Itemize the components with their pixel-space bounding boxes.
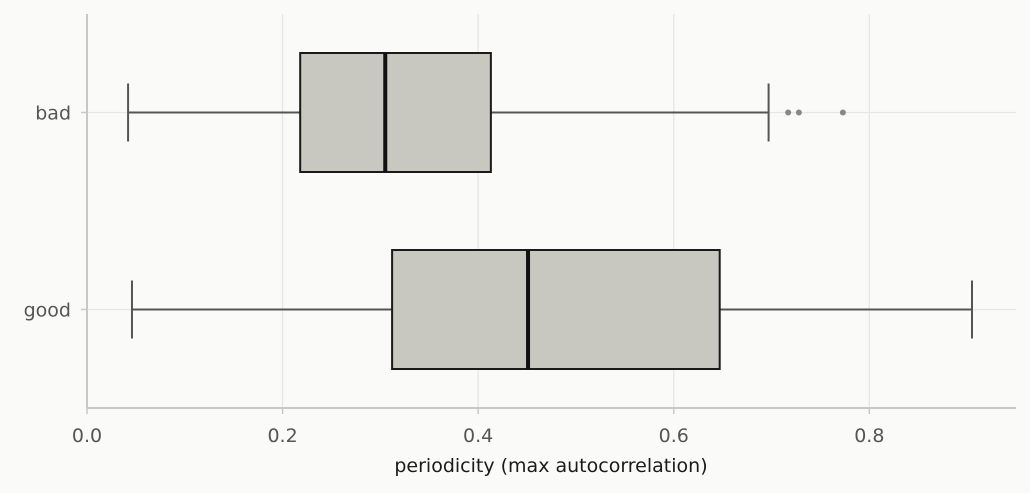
x-axis-title: periodicity (max autocorrelation) [394,455,707,477]
iqr-box [391,249,721,370]
outlier-point [839,109,846,116]
x-tick-label: 0.0 [72,425,102,447]
outlier-point [795,109,802,116]
box-bad [127,52,846,173]
outlier-point [785,109,792,116]
x-tick-label: 0.8 [854,425,884,447]
iqr-box [299,52,492,173]
y-tick-label: good [24,300,71,322]
x-tick-label: 0.4 [463,425,493,447]
y-tick-label: bad [35,103,71,125]
tick-labels: 0.0 0.2 0.4 0.6 0.8 bad good [24,103,885,448]
x-tick-label: 0.2 [267,425,297,447]
axes [81,14,1016,414]
x-tick-label: 0.6 [659,425,689,447]
boxes [127,52,973,370]
box-good [130,249,973,370]
